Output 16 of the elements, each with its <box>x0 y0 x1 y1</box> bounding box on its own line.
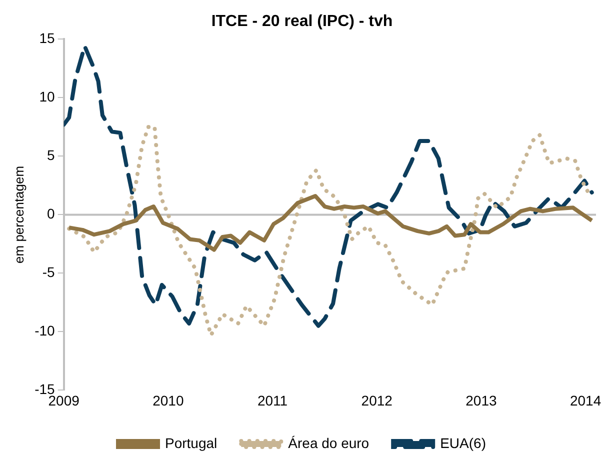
y-tick-label: 0 <box>47 206 56 222</box>
y-tick-label: -10 <box>34 322 56 339</box>
chart-title: ITCE - 20 real (IPC) - tvh <box>211 13 393 30</box>
y-tick-label: 10 <box>39 88 56 105</box>
legend-label: Portugal <box>165 434 218 451</box>
legend-label: Área do euro <box>288 434 370 451</box>
y-axis-title: em percentagem <box>11 166 26 264</box>
y-tick-label: -5 <box>42 264 56 280</box>
x-tick-label: 2010 <box>152 392 184 408</box>
x-tick-label: 2014 <box>570 392 602 408</box>
x-tick-label: 2011 <box>257 392 288 408</box>
y-tick-label: 5 <box>47 147 56 164</box>
legend-label: EUA(6) <box>440 434 486 451</box>
x-tick-label: 2013 <box>466 392 497 408</box>
y-tick-label: 15 <box>39 30 56 46</box>
x-tick-label: 2012 <box>361 392 393 408</box>
